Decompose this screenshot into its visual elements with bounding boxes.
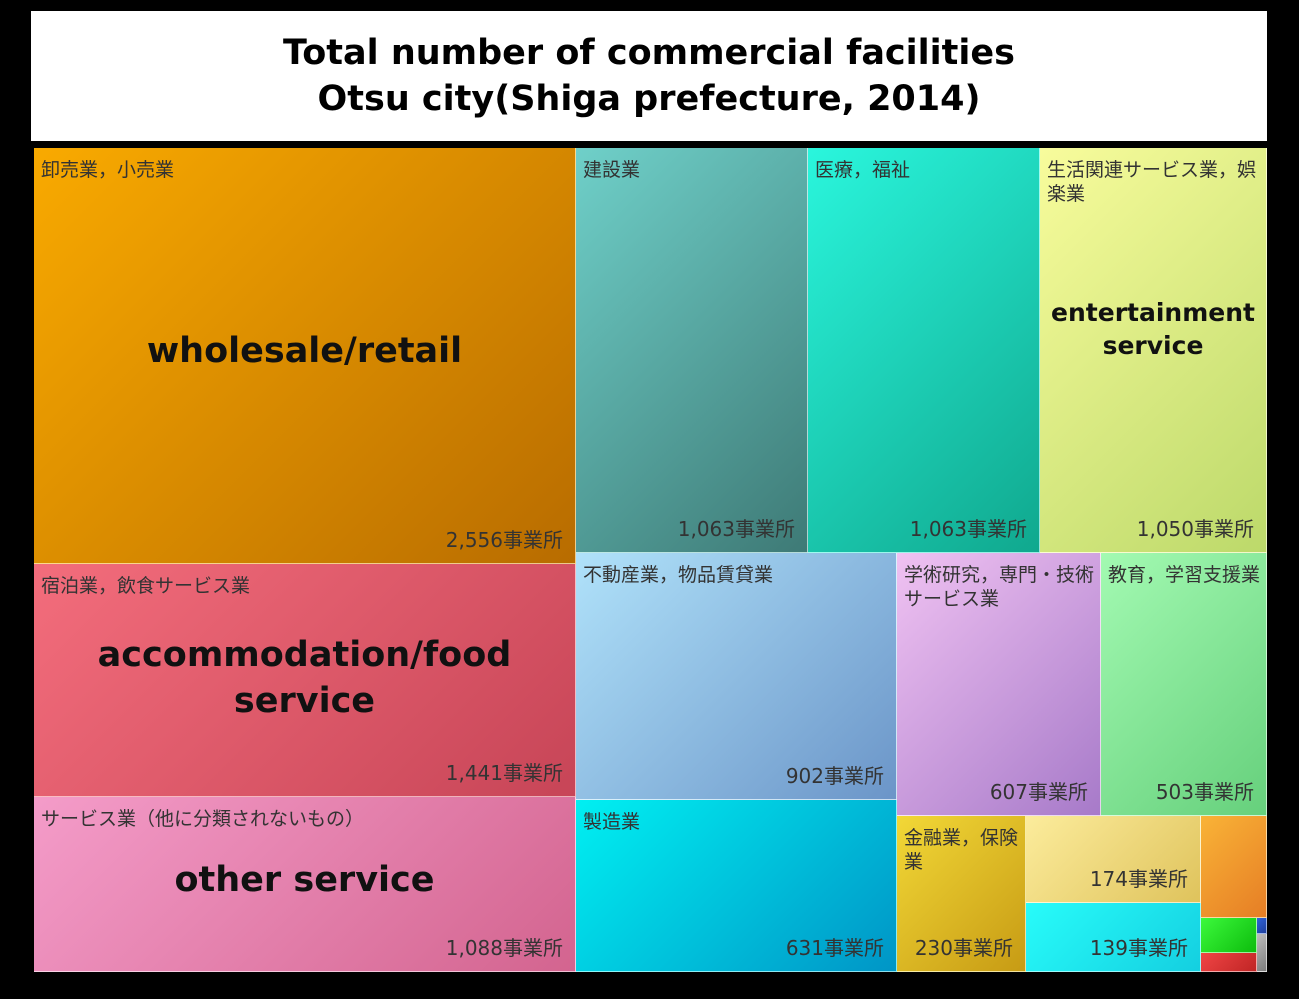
- tile-category-label: 卸売業，小売業: [41, 159, 175, 181]
- tile-other-service: サービス業（他に分類されないもの） other service 1,088事業所: [34, 797, 576, 972]
- tile-value-label: 631事業所: [785, 936, 884, 960]
- tile-value-label: 1,088事業所: [445, 936, 563, 960]
- tile-accommodation-food: 宿泊業，飲食サービス業 accommodation/food service 1,4…: [34, 564, 576, 797]
- tile-medical-welfare: 医療，福祉 1,063事業所: [808, 148, 1040, 553]
- tile-tile-small-gray: [1257, 934, 1267, 972]
- tile-entertainment: 生活関連サービス業，娯楽業 entertainment service 1,050事…: [1040, 148, 1267, 553]
- tile-real-estate: 不動産業，物品賃貸業 902事業所: [576, 553, 897, 800]
- tile-category-label: 不動産業，物品賃貸業: [583, 564, 774, 586]
- tile-english-label: entertainment service: [1051, 298, 1255, 360]
- tile-value-label: 2,556事業所: [445, 528, 563, 552]
- tile-english-label: wholesale/retail: [146, 331, 463, 371]
- tile-category-label: 学術研究，専門・技術サービス業: [904, 564, 1095, 610]
- tile-value-label: 1,063事業所: [677, 517, 795, 541]
- tile-manufacturing: 製造業 631事業所: [576, 800, 897, 972]
- tile-finance-insurance: 金融業，保険業 230事業所: [897, 816, 1026, 972]
- tile-tile-small-green: [1201, 918, 1257, 953]
- tile-tile-small-red: [1201, 953, 1257, 972]
- tile-value-label: 1,050事業所: [1136, 517, 1254, 541]
- tile-tile-small-blue: [1257, 918, 1267, 934]
- tile-tile-139: 139事業所: [1026, 903, 1201, 972]
- tile-category-label: 製造業: [583, 811, 641, 833]
- tile-category-label: 教育，学習支援業: [1108, 564, 1261, 586]
- chart-title-line2: Otsu city(Shiga prefecture, 2014): [317, 79, 981, 119]
- tile-construction: 建設業 1,063事業所: [576, 148, 808, 553]
- tile-category-label: 医療，福祉: [815, 159, 911, 181]
- tile-value-label: 503事業所: [1155, 780, 1254, 804]
- tile-category-label: 生活関連サービス業，娯楽業: [1047, 159, 1257, 205]
- tile-english-label: other service: [174, 860, 435, 900]
- tile-academic-research: 学術研究，専門・技術サービス業 607事業所: [897, 553, 1101, 816]
- tile-value-label: 1,441事業所: [445, 761, 563, 785]
- tile-wholesale-retail: 卸売業，小売業 wholesale/retail 2,556事業所: [34, 148, 576, 564]
- tile-tile-small-orange: [1201, 816, 1267, 918]
- tile-value-label: 139事業所: [1089, 936, 1188, 960]
- tile-value-label: 174事業所: [1089, 867, 1188, 891]
- tile-tile-174: 174事業所: [1026, 816, 1201, 903]
- tile-education: 教育，学習支援業 503事業所: [1101, 553, 1267, 816]
- tile-category-label: サービス業（他に分類されないもの）: [41, 808, 365, 830]
- chart-title-line1: Total number of commercial facilities: [283, 33, 1015, 73]
- tile-category-label: 金融業，保険業: [904, 827, 1019, 873]
- tile-value-label: 902事業所: [785, 764, 884, 788]
- tile-category-label: 建設業: [583, 159, 641, 181]
- tile-value-label: 230事業所: [914, 936, 1013, 960]
- tile-category-label: 宿泊業，飲食サービス業: [41, 575, 251, 597]
- chart-title: Total number of commercial facilities Ot…: [31, 11, 1267, 141]
- tile-english-label: accommodation/food service: [97, 635, 512, 721]
- tile-value-label: 1,063事業所: [909, 517, 1027, 541]
- tile-value-label: 607事業所: [989, 780, 1088, 804]
